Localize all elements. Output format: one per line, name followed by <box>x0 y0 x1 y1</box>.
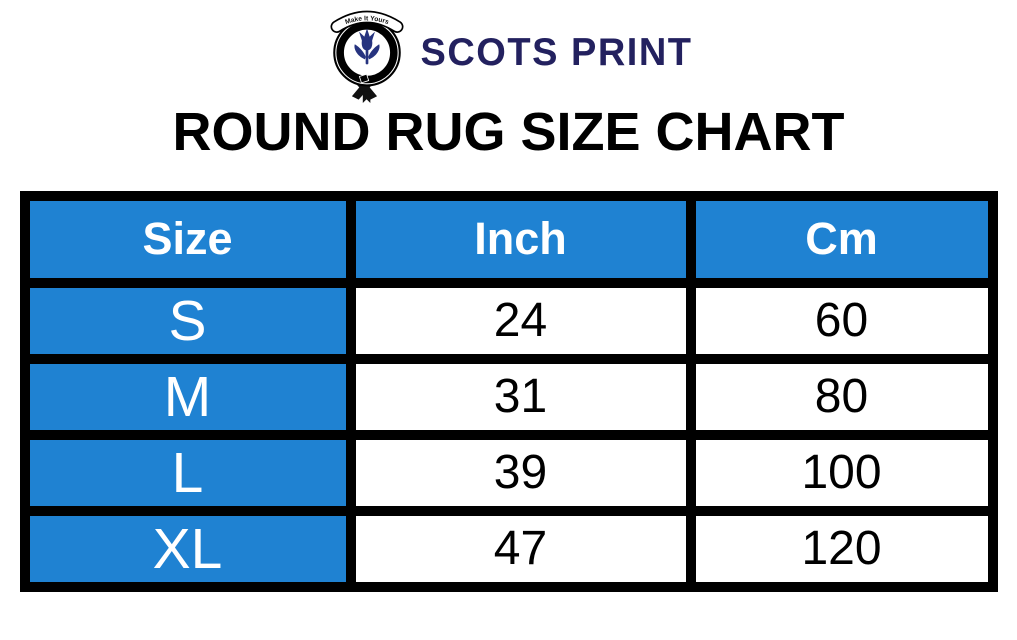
page-title: ROUND RUG SIZE CHART <box>172 102 845 162</box>
size-chart-header: Size Inch Cm <box>19 190 998 288</box>
size-cell: S <box>19 277 356 364</box>
cm-cell: 80 <box>685 353 998 440</box>
inch-cell: 39 <box>345 429 696 516</box>
inch-cell: 47 <box>345 505 696 592</box>
size-chart-table: Size Inch Cm S 24 60 M 31 80 L 39 100 XL 47 120 <box>19 190 998 592</box>
page: Make It Yours SCOTS PRINT ROUND RUG SIZE… <box>0 0 1017 592</box>
inch-cell: 31 <box>345 353 696 440</box>
brand-crest-icon: Make It Yours <box>330 10 404 103</box>
size-cell: XL <box>19 505 356 592</box>
cm-cell: 60 <box>685 277 998 364</box>
inch-cell: 24 <box>345 277 696 364</box>
column-header-cm: Cm <box>685 190 998 288</box>
table-row: XL 47 120 <box>19 505 998 592</box>
header-row: Size Inch Cm <box>19 190 998 288</box>
table-row: M 31 80 <box>19 353 998 440</box>
brand-name: SCOTS PRINT <box>420 31 693 74</box>
size-chart-rows: S 24 60 M 31 80 L 39 100 XL 47 120 <box>19 277 998 592</box>
column-header-size: Size <box>19 190 356 288</box>
cm-cell: 100 <box>685 429 998 516</box>
size-cell: L <box>19 429 356 516</box>
column-header-inch: Inch <box>345 190 696 288</box>
thistle-icon <box>353 27 380 64</box>
crest-motto-text: Make It Yours <box>344 15 389 26</box>
table-row: S 24 60 <box>19 277 998 364</box>
table-row: L 39 100 <box>19 429 998 516</box>
cm-cell: 120 <box>685 505 998 592</box>
size-cell: M <box>19 353 356 440</box>
brand-logo: Make It Yours SCOTS PRINT <box>0 0 1017 103</box>
